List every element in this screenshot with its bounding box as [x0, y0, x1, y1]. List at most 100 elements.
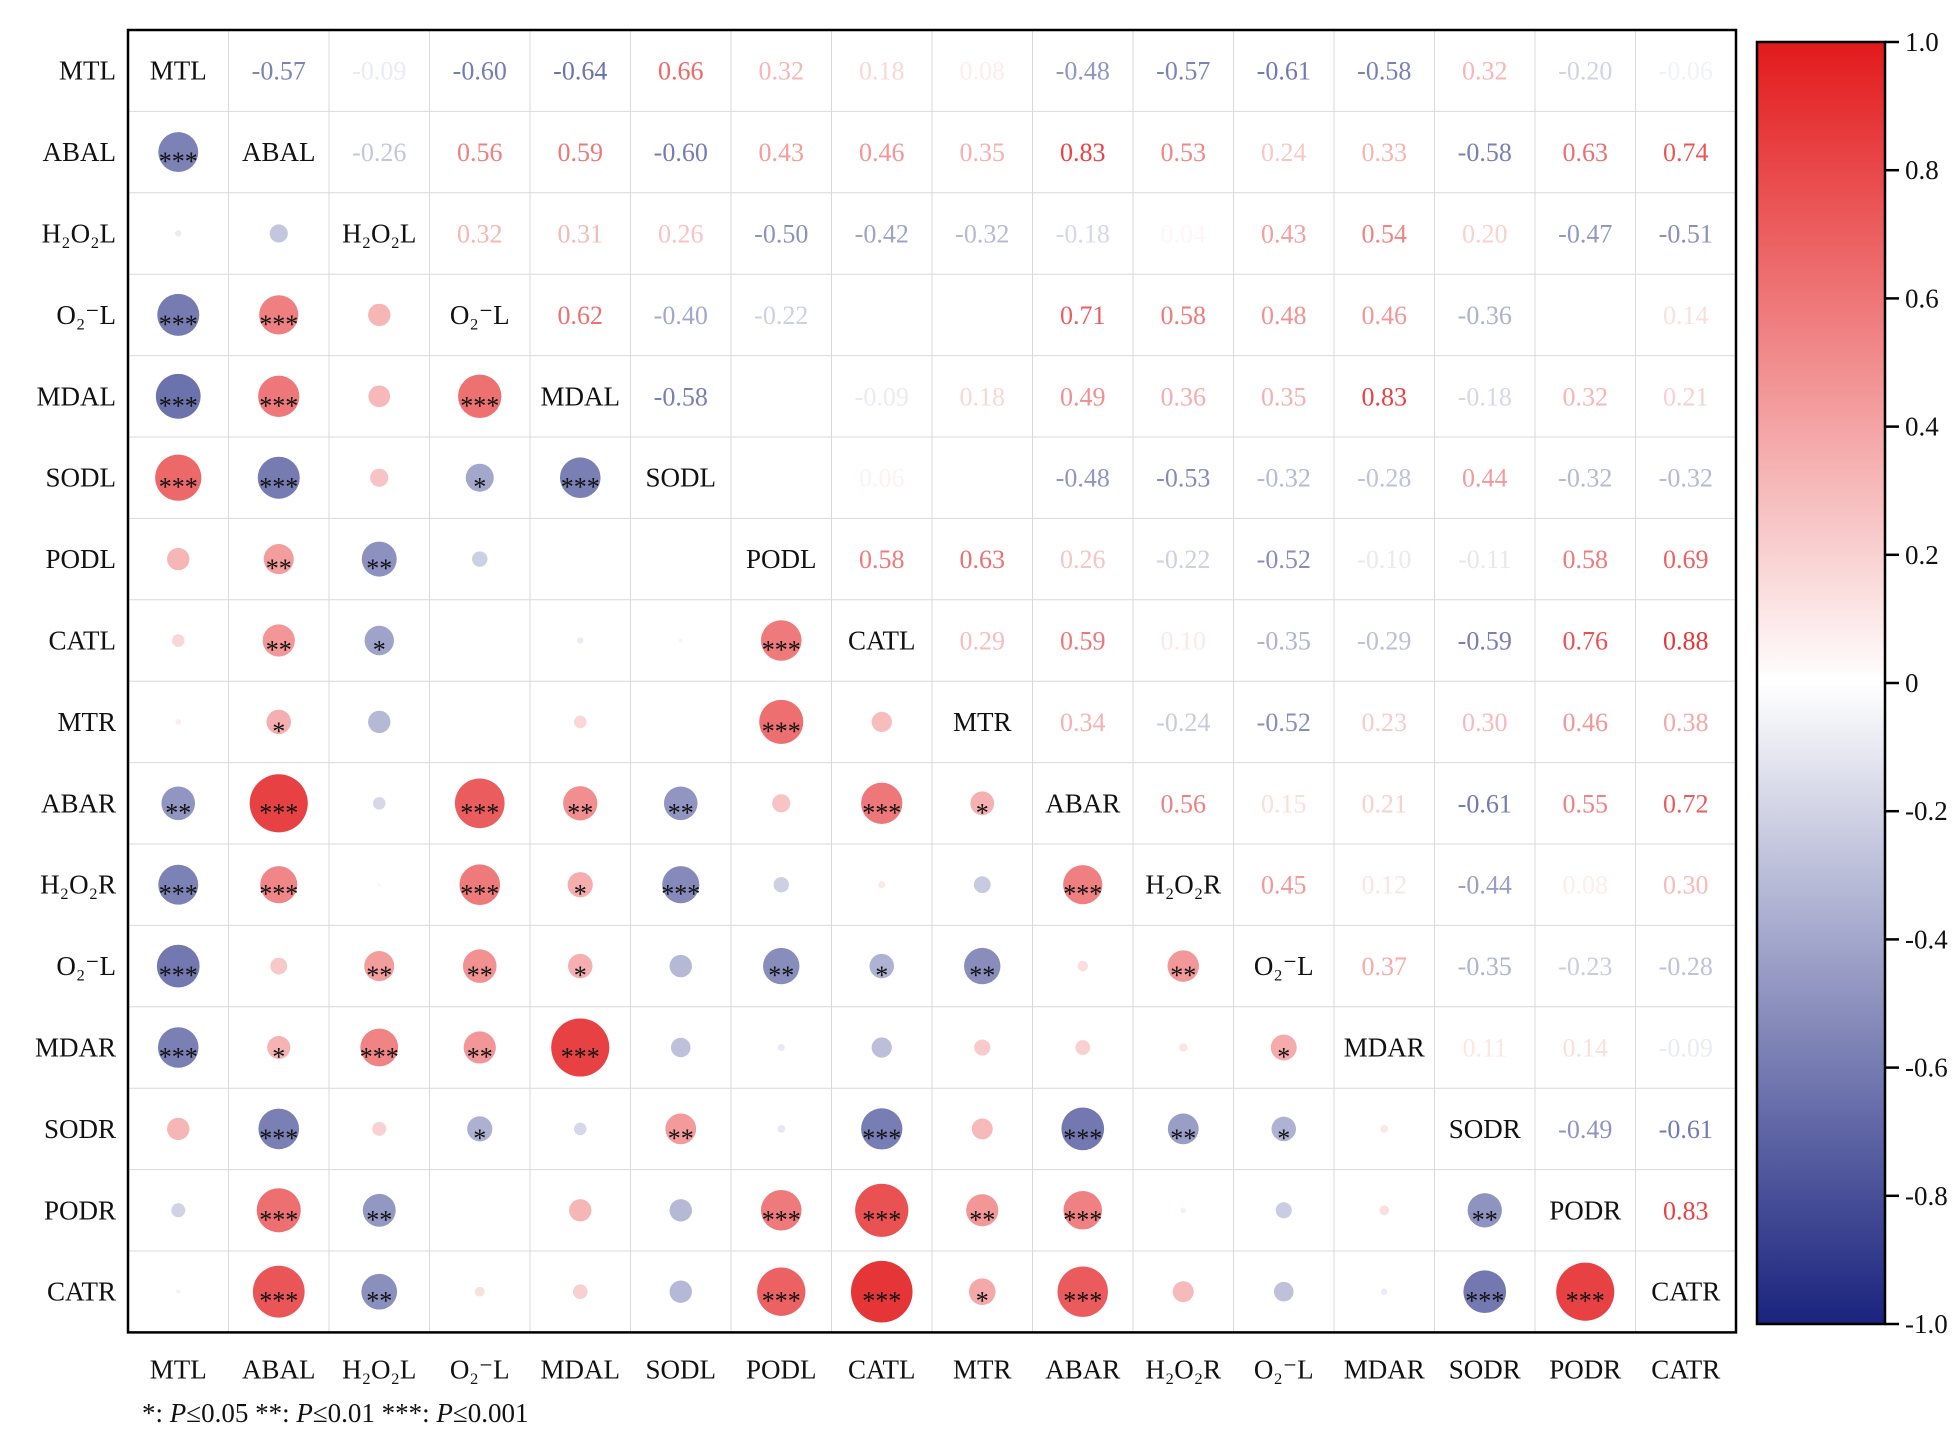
coefficient-label: -0.28 — [1357, 464, 1411, 493]
diagonal-label: O₂⁻L — [450, 300, 510, 330]
correlation-circle — [670, 1037, 691, 1058]
significance-stars: *** — [862, 1205, 901, 1234]
significance-stars: *** — [1465, 1287, 1504, 1316]
coefficient-label: -0.18 — [1458, 382, 1512, 411]
coefficient-label: 0.72 — [1663, 789, 1709, 818]
correlation-circle — [1270, 1034, 1297, 1061]
coefficient-label: 0.56 — [457, 138, 503, 167]
coefficient-label: 0.45 — [1261, 871, 1307, 900]
correlation-circle — [156, 944, 200, 988]
correlation-circle — [161, 786, 196, 821]
column-label: ABAR — [1045, 1354, 1120, 1384]
significance-stars: ** — [366, 1205, 392, 1234]
significance-stars: *** — [460, 880, 499, 909]
row-label: H₂O₂R — [40, 870, 116, 900]
correlation-circle — [155, 454, 202, 501]
colorbar — [1755, 40, 1887, 1326]
significance-stars: ** — [768, 961, 794, 990]
coefficient-label: 0.14 — [1663, 301, 1709, 330]
coefficient-label: 0.00 — [960, 301, 1006, 330]
diagonal-label: O₂⁻L — [1254, 951, 1314, 981]
correlation-circle — [1172, 1281, 1194, 1303]
significance-stars: *** — [259, 391, 298, 420]
coefficient-label: 0.32 — [1462, 57, 1508, 86]
coefficient-label: -0.42 — [855, 220, 909, 249]
correlation-circle — [669, 1280, 692, 1303]
coefficient-label: 0.04 — [1161, 220, 1207, 249]
significance-stars: ** — [165, 798, 191, 827]
coefficient-label: 0.74 — [1663, 138, 1709, 167]
correlation-circle — [258, 375, 300, 417]
colorbar-tick-label: 0.2 — [1905, 540, 1939, 570]
coefficient-label: -0.48 — [1056, 464, 1110, 493]
coefficient-label: -0.60 — [453, 57, 507, 86]
coefficient-label: 0.18 — [960, 382, 1006, 411]
coefficient-label: 0.58 — [1161, 301, 1207, 330]
colorbar-tick-label: -0.2 — [1905, 796, 1948, 826]
diagonal-label: H₂O₂L — [342, 219, 416, 249]
correlation-circle — [262, 624, 295, 657]
correlation-circle — [266, 709, 291, 735]
row-label: MDAL — [37, 381, 117, 411]
colorbar-tick-label: -0.6 — [1905, 1053, 1948, 1083]
significance-stars: *** — [762, 636, 801, 665]
correlation-circle — [966, 1194, 999, 1227]
correlation-circle — [361, 541, 397, 577]
correlation-circle — [1063, 865, 1103, 905]
correlation-circle — [568, 953, 593, 979]
correlation-circle — [573, 715, 587, 729]
coefficient-label: -0.61 — [1659, 1115, 1713, 1144]
column-label: MTL — [150, 1354, 207, 1384]
correlation-circle — [377, 883, 381, 887]
coefficient-label: 0.06 — [859, 464, 905, 493]
correlation-circle — [665, 1113, 697, 1145]
coefficient-label: 0.32 — [457, 220, 503, 249]
significance-stars: *** — [1063, 1205, 1102, 1234]
correlation-circle — [777, 1044, 785, 1051]
coefficient-label: -0.18 — [1056, 220, 1110, 249]
column-label: SODR — [1449, 1354, 1521, 1384]
coefficient-label: 0.54 — [1362, 220, 1408, 249]
correlation-circle — [760, 1190, 802, 1231]
coefficient-label: 0.59 — [1060, 627, 1106, 656]
column-label: PODL — [746, 1354, 817, 1384]
coefficient-label: -0.52 — [1257, 708, 1311, 737]
correlation-circle — [1063, 1191, 1102, 1230]
correlation-circle — [175, 719, 182, 725]
coefficient-label: 0.00 — [759, 382, 805, 411]
correlation-circle — [569, 1199, 592, 1222]
correlation-circle — [855, 1183, 909, 1237]
significance-stars: * — [1277, 1043, 1290, 1072]
correlation-circle — [563, 786, 598, 821]
correlation-circle — [1180, 1207, 1187, 1214]
coefficient-label: -0.58 — [654, 382, 708, 411]
correlation-circle — [760, 620, 802, 661]
significance-stars: ** — [467, 1043, 493, 1072]
correlation-circle — [474, 1286, 485, 1297]
significance-stars: ** — [266, 554, 292, 583]
column-label: MDAR — [1344, 1354, 1425, 1384]
diagonal-label: SODR — [1449, 1114, 1521, 1144]
correlation-circle — [759, 699, 804, 744]
coefficient-label: -0.24 — [1156, 708, 1210, 737]
diagonal-label: ABAL — [242, 137, 316, 167]
correlation-circle — [1167, 950, 1199, 982]
colorbar-tick-label: 1.0 — [1905, 27, 1939, 57]
correlation-circle — [1179, 1043, 1188, 1052]
correlation-circle — [572, 1284, 588, 1300]
correlation-circle — [1075, 1040, 1091, 1055]
coefficient-label: -0.58 — [1357, 57, 1411, 86]
correlation-circle — [364, 625, 394, 656]
coefficient-label: 0.34 — [1060, 708, 1106, 737]
coefficient-label: 0.37 — [1362, 952, 1408, 981]
correlation-circle — [777, 1125, 786, 1133]
coefficient-label: -0.32 — [955, 220, 1009, 249]
coefficient-label: -0.32 — [1558, 464, 1612, 493]
coefficient-label: 0.10 — [1161, 627, 1207, 656]
correlation-circle — [663, 786, 698, 821]
significance-stars: *** — [1566, 1287, 1605, 1316]
significance-stars: * — [272, 717, 285, 746]
correlation-circle — [256, 1188, 301, 1233]
coefficient-label: 0.32 — [759, 57, 805, 86]
significance-stars: *** — [862, 798, 901, 827]
